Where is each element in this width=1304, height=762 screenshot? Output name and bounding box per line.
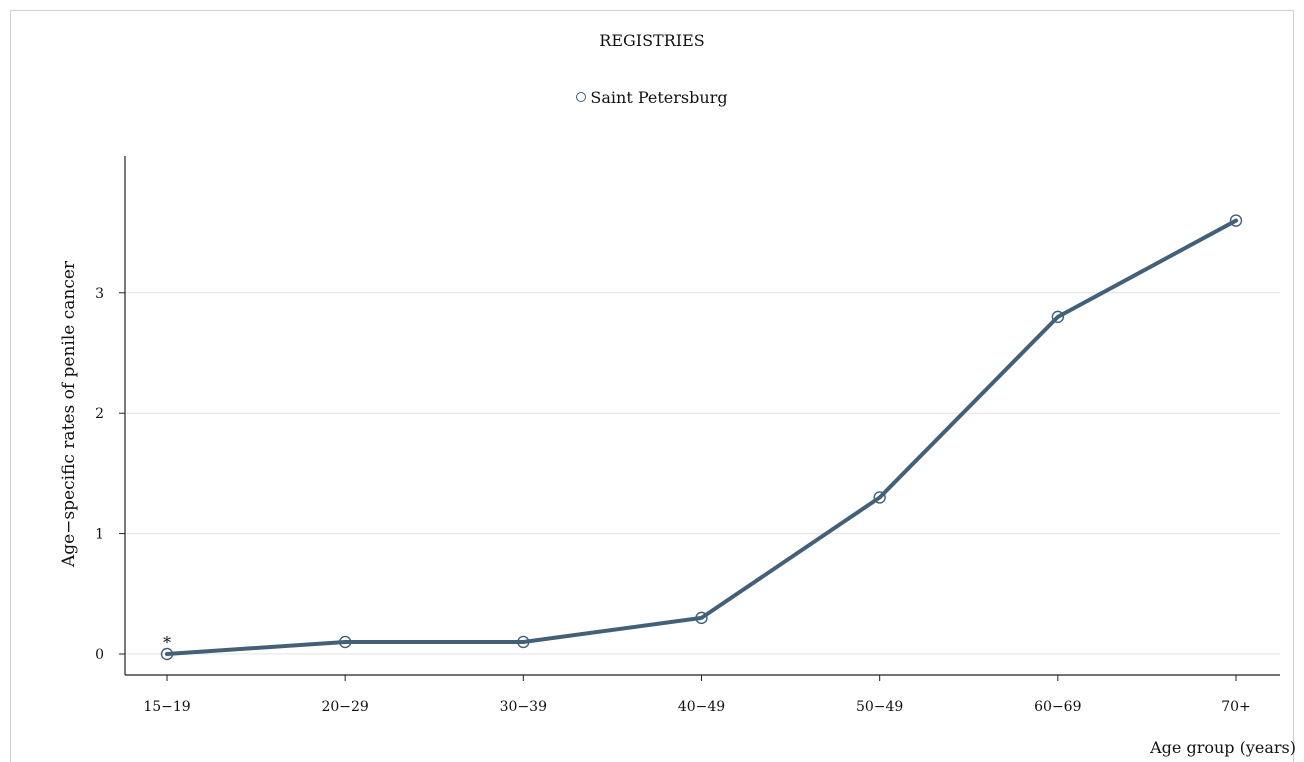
chart-frame (10, 10, 1294, 762)
y-ticks: 0 1 2 3 (95, 286, 125, 663)
y-tick-label: 2 (95, 406, 104, 422)
y-tick-label: 1 (95, 527, 104, 543)
legend-marker-icon (576, 92, 587, 102)
x-tick-label: 30−39 (500, 699, 547, 715)
legend: Saint Petersburg (0, 88, 1304, 107)
x-tick-label: 40−49 (678, 699, 725, 715)
data-point (1051, 310, 1065, 324)
y-tick-label: 0 (95, 647, 104, 663)
data-point (338, 635, 352, 649)
x-tick-label: 20−29 (321, 699, 368, 715)
gridlines (125, 292, 1280, 655)
series-layer (160, 214, 1243, 661)
data-point (160, 647, 174, 661)
chart-title: REGISTRIES (599, 31, 705, 50)
legend-label: Saint Petersburg (590, 88, 728, 107)
x-ticks: 15−19 20−29 30−39 40−49 50−49 60−69 70+ (143, 675, 1251, 715)
data-point (1229, 214, 1243, 227)
y-axis-label: Age−specific rates of penile cancer (59, 260, 79, 568)
data-point (517, 635, 530, 649)
series-line-0 (165, 218, 1238, 656)
data-point (873, 491, 886, 504)
data-point (695, 611, 708, 625)
x-axis-label: Age group (years) (1150, 738, 1296, 757)
x-tick-label: 50−49 (856, 699, 903, 715)
axes (124, 156, 1280, 676)
annotation-asterisk: * (163, 633, 171, 652)
x-tick-label: 15−19 (143, 699, 190, 715)
x-tick-label: 60−69 (1034, 699, 1081, 715)
x-tick-label: 70+ (1221, 699, 1251, 715)
y-tick-label: 3 (95, 286, 104, 302)
annotations-layer: * (163, 633, 171, 652)
